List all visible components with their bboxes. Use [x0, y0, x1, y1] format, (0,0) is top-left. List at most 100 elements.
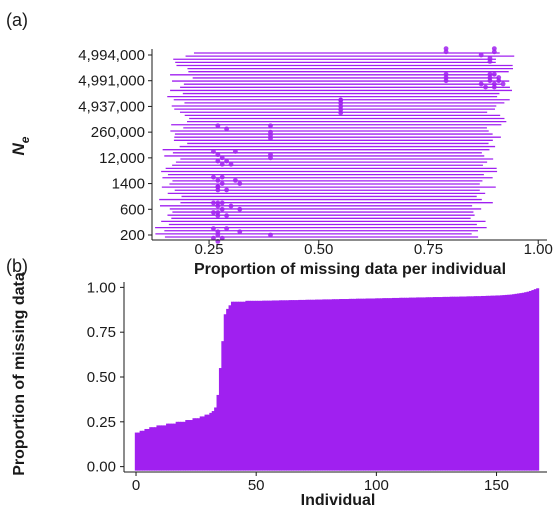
panel-b-bar	[396, 297, 400, 471]
panel-b-bar	[528, 290, 532, 471]
panel-a-point	[219, 181, 225, 186]
panel-a-point	[491, 71, 497, 77]
panel-a-y-axis-label-sub: e	[18, 136, 32, 143]
panel-a-x-tick-label: 0.50	[304, 241, 333, 258]
panel-a-point	[232, 149, 238, 154]
panel-b-bar	[267, 300, 271, 471]
panel-a-point	[215, 213, 221, 219]
panel-a-point	[487, 78, 493, 84]
panel-a-y-tick-label: 600	[120, 201, 145, 218]
panel-b-bar	[312, 299, 316, 471]
panel-b-bar	[512, 294, 516, 471]
panel-b-x-tick-label: 0	[132, 477, 140, 494]
panel-a-point	[215, 200, 221, 206]
panel-b-bar	[327, 299, 331, 471]
panel-a-point	[224, 187, 230, 193]
panel-a-point	[219, 206, 225, 212]
panel-b-bar	[384, 298, 388, 471]
panel-a-y-ticks: 200 600 1400 12,000 260,000 4,937,000 4,991,00…	[78, 47, 152, 244]
panel-a-point	[443, 78, 449, 84]
panel-b-bar	[300, 299, 304, 471]
panel-b-bar	[180, 421, 184, 471]
panel-b-bar	[288, 300, 292, 471]
panel-b-bar	[442, 296, 446, 471]
panel-b-x-ticks: 0 50 100 150	[132, 472, 509, 494]
panel-b-bar	[341, 299, 345, 471]
panel-b-bar	[233, 301, 237, 471]
panel-a-point	[211, 200, 216, 206]
panel-a-y-tick-label: 200	[120, 227, 145, 244]
panel-a-point	[237, 229, 243, 235]
panel-b-bar	[353, 298, 357, 471]
panel-b-bar	[377, 298, 381, 471]
panel-a-point	[215, 123, 221, 129]
panel-b-bar	[521, 292, 525, 471]
panel-a-point	[211, 174, 216, 180]
panel-a-point	[228, 203, 234, 209]
panel-b-bar	[315, 299, 319, 471]
panel-b-bar	[331, 299, 335, 471]
panel-a-points	[211, 46, 506, 244]
panel-a-point	[215, 152, 221, 158]
panel-b-bar	[533, 289, 537, 471]
panel-b-bar	[173, 423, 177, 471]
panel-a-point	[219, 161, 225, 167]
panel-b-bar	[223, 314, 227, 471]
panel-b-bar	[317, 299, 321, 471]
panel-b-bar	[206, 414, 210, 471]
panel-b-bar	[360, 298, 364, 471]
panel-a-point	[219, 200, 225, 206]
panel-b-bar	[139, 430, 143, 471]
panel-b-bar	[418, 297, 422, 471]
panel-a-point	[224, 213, 230, 219]
panel-b-bar	[401, 297, 405, 471]
panel-b-x-tick-label: 150	[484, 477, 509, 494]
panel-a-point	[215, 187, 221, 193]
panel-b-bar	[336, 299, 340, 471]
panel-a-point	[237, 181, 243, 186]
panel-a-y-tick-label: 260,000	[91, 124, 145, 141]
panel-b-bar	[235, 301, 239, 471]
panel-b-bar	[507, 294, 511, 471]
panel-b-bar	[339, 299, 343, 471]
panel-b-bar	[490, 295, 494, 471]
panel-a-x-ticks: 0.25 0.50 0.75 1.00	[194, 240, 553, 258]
panel-b-bar	[166, 423, 170, 471]
panel-b-bar	[144, 428, 148, 471]
panel-b-bar	[303, 299, 307, 471]
panel-a-point	[491, 49, 497, 55]
panel-b-bar	[480, 295, 484, 471]
panel-a-point	[215, 177, 221, 183]
panel-a-y-axis-label: Ne	[9, 136, 32, 155]
panel-a-y-axis-label-main: N	[9, 142, 28, 155]
panel-b-bar	[242, 301, 246, 471]
panel-b-bar	[452, 296, 456, 471]
panel-b-bar	[379, 298, 383, 471]
panel-b-bar	[519, 293, 523, 471]
panel-a-y-tick-label: 4,994,000	[78, 47, 145, 64]
panel-b-y-tick-label: 1.00	[87, 279, 116, 296]
panel-b-bar	[403, 297, 408, 471]
panel-b-bar	[283, 300, 287, 471]
panel-b-bar	[221, 341, 225, 471]
panel-b-bar	[250, 300, 254, 471]
panel-b-bar	[348, 298, 352, 471]
panel-b-bar	[526, 291, 530, 471]
panel-b-y-tick-label: 0.25	[87, 414, 116, 431]
panel-a-point	[224, 226, 230, 232]
panel-b-bar	[420, 297, 424, 471]
panel-b-bar	[281, 300, 285, 471]
panel-b-bar	[500, 295, 504, 471]
panel-b-bar	[158, 425, 162, 471]
panel-b-bar	[425, 297, 429, 471]
panel-b-bar	[394, 297, 398, 471]
panel-a-label: (a)	[6, 10, 28, 30]
panel-b-bar	[228, 305, 232, 471]
panel-b-y-tick-label: 0.75	[87, 324, 116, 341]
panel-b-bar	[447, 296, 451, 471]
panel-a-point	[443, 49, 449, 55]
panel-a-point	[496, 78, 502, 84]
panel-b-bar	[343, 299, 347, 471]
panel-b-bar	[156, 425, 160, 471]
panel-b-bar	[252, 300, 256, 471]
